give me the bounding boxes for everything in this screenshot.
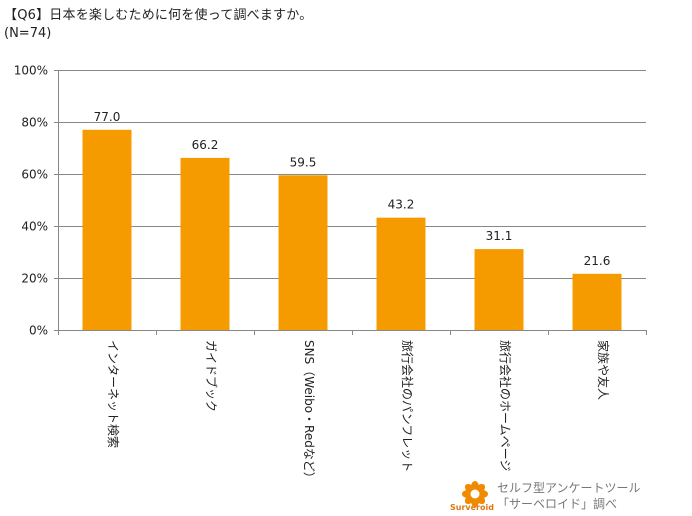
chart-subtitle: (N=74): [4, 26, 52, 41]
y-tick-label: 40%: [21, 220, 48, 234]
x-category-label: 家族や友人: [596, 340, 611, 400]
credit-line-1: セルフ型アンケートツール: [497, 481, 641, 495]
surveroid-logo-icon: [462, 481, 488, 507]
y-tick-label: 100%: [14, 64, 48, 78]
bar: [180, 157, 230, 330]
bar: [376, 217, 426, 330]
labels: 0% 20% 40% 60% 80% 100% 77.0 インターネット検索 66.2 ガイドブッ…: [14, 64, 611, 484]
x-category-label: 旅行会社のパンフレット: [400, 340, 415, 472]
y-tick-label: 60%: [21, 168, 48, 182]
data-label: 43.2: [388, 198, 415, 212]
x-category-label: SNS（Weibo・Redなど）: [302, 340, 316, 484]
chart-title: 【Q6】日本を楽しむために何を使って調べますか。: [4, 8, 313, 23]
x-category-label: インターネット検索: [106, 340, 120, 448]
credit-line-2: 「サーベロイド」調べ: [497, 497, 618, 511]
y-tick-label: 0%: [29, 324, 48, 338]
bar: [82, 129, 132, 330]
data-label: 31.1: [486, 229, 513, 243]
bars: [82, 129, 622, 330]
surveroid-brand-name: Surveroid: [450, 503, 494, 512]
bar: [278, 175, 328, 330]
data-label: 21.6: [584, 254, 611, 268]
data-label: 66.2: [192, 138, 219, 152]
x-category-label: 旅行会社のホームページ: [498, 340, 513, 471]
bar: [572, 273, 622, 330]
data-label: 77.0: [94, 110, 121, 124]
y-tick-label: 80%: [21, 116, 48, 130]
gridlines: [54, 70, 647, 335]
x-category-label: ガイドブック: [204, 340, 219, 412]
y-tick-label: 20%: [21, 272, 48, 286]
bar: [474, 249, 524, 330]
data-label: 59.5: [290, 155, 317, 169]
